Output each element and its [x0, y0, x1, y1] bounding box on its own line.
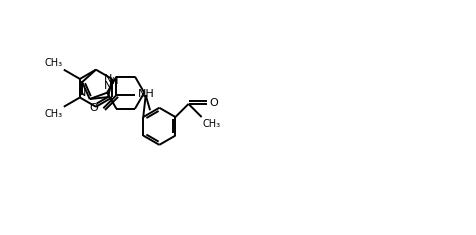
Text: CH₃: CH₃	[44, 58, 62, 68]
Text: O: O	[209, 98, 218, 108]
Text: N: N	[104, 74, 112, 84]
Text: CH₃: CH₃	[202, 119, 220, 129]
Text: N: N	[78, 88, 86, 98]
Text: CH₃: CH₃	[44, 109, 62, 119]
Text: O: O	[89, 103, 98, 113]
Text: NH: NH	[137, 89, 154, 99]
Text: H: H	[111, 77, 118, 86]
Text: N: N	[104, 81, 112, 91]
